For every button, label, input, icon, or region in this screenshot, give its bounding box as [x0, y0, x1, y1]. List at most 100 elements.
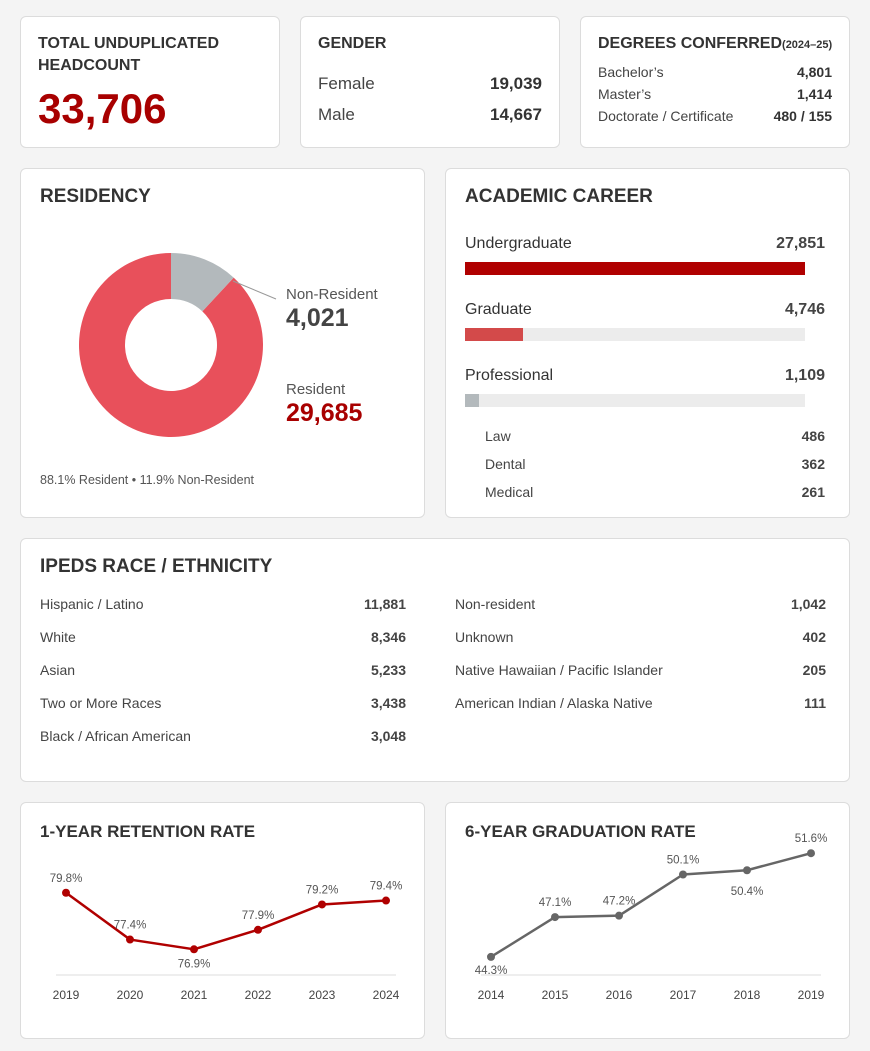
- race-row-value: 205: [802, 662, 826, 678]
- career-dental-value: 362: [801, 456, 825, 472]
- retention-line-chart: 79.8% 2019 77.4% 2020 76.9% 2021 77.9% 2022 79.2…: [50, 873, 403, 1002]
- data-label: 44.3%: [475, 965, 508, 977]
- degrees-masters-label: Master’s: [598, 86, 652, 102]
- data-label: 76.9%: [178, 958, 211, 970]
- degrees-title-text: DEGREES CONFERRED: [598, 35, 783, 52]
- race-row-label: Unknown: [455, 629, 514, 645]
- race-row-label: Hispanic / Latino: [40, 596, 144, 612]
- gender-card: GENDER Female 19,039 Male 14,667: [300, 16, 560, 148]
- x-tick-label: 2018: [734, 988, 761, 1002]
- race-row: Two or More Races 3,438: [40, 695, 406, 728]
- race-row-label: American Indian / Alaska Native: [455, 695, 653, 711]
- data-label: 47.2%: [603, 896, 636, 908]
- career-card: ACADEMIC CAREER Undergraduate 27,851 Gra…: [445, 168, 850, 518]
- race-row-value: 111: [804, 695, 826, 711]
- career-law-label: Law: [485, 428, 511, 444]
- data-point: [615, 911, 623, 920]
- donut-slice-resident: [79, 253, 263, 437]
- residency-footnote: 88.1% Resident • 11.9% Non-Resident: [40, 473, 254, 487]
- race-title: IPEDS RACE / ETHNICITY: [40, 556, 273, 577]
- race-row: Non-resident 1,042: [455, 596, 826, 629]
- data-point: [190, 945, 198, 954]
- data-label: 51.6%: [795, 833, 828, 845]
- race-row: White 8,346: [40, 629, 406, 662]
- career-professional-track: [465, 394, 805, 407]
- degrees-doctorate-label: Doctorate / Certificate: [598, 108, 734, 124]
- race-left-column: Hispanic / Latino 11,881 White 8,346 Asian 5,…: [40, 596, 406, 761]
- data-point: [254, 925, 262, 934]
- race-row: Native Hawaiian / Pacific Islander 205: [455, 662, 826, 695]
- degrees-bachelors-label: Bachelor’s: [598, 64, 664, 80]
- race-right-column: Non-resident 1,042 Unknown 402 Native Hawaii…: [455, 596, 826, 728]
- data-label: 79.4%: [370, 881, 403, 893]
- career-graduate-bar: [465, 328, 523, 341]
- donut-slice-nonresident: [171, 253, 234, 312]
- nonresident-value: 4,021: [286, 304, 349, 332]
- x-tick-label: 2024: [373, 988, 400, 1002]
- career-dental-label: Dental: [485, 456, 526, 472]
- data-point: [679, 870, 687, 879]
- career-professional-value: 1,109: [784, 367, 825, 384]
- career-undergrad-track: [465, 262, 805, 275]
- data-point: [126, 935, 134, 944]
- x-tick-label: 2019: [53, 988, 80, 1002]
- career-graduate-track: [465, 328, 805, 341]
- race-row-value: 5,233: [370, 662, 406, 678]
- headcount-card: TOTAL UNDUPLICATED HEADCOUNT 33,706: [20, 16, 280, 148]
- series-line: [490, 851, 812, 958]
- data-label: 79.2%: [306, 884, 339, 896]
- career-professional-bar: [465, 394, 479, 407]
- career-medical-value: 261: [801, 484, 825, 500]
- career-undergrad-bar: [465, 262, 805, 275]
- race-row: Unknown 402: [455, 629, 826, 662]
- gender-male-label: Male: [318, 105, 355, 124]
- data-label: 77.9%: [242, 910, 275, 922]
- race-row-label: Non-resident: [455, 596, 536, 612]
- race-row-label: Black / African American: [40, 728, 191, 744]
- data-label: 47.1%: [539, 897, 572, 909]
- race-row-label: Asian: [40, 662, 76, 678]
- gender-female-value: 19,039: [490, 74, 542, 93]
- race-row-value: 8,346: [370, 629, 406, 645]
- resident-label: Resident: [286, 381, 346, 398]
- data-label: 77.4%: [114, 920, 147, 932]
- gender-female-label: Female: [318, 74, 375, 93]
- race-row-value: 1,042: [790, 596, 826, 612]
- career-undergrad-value: 27,851: [776, 235, 825, 252]
- nonresident-leader-line: [232, 280, 277, 300]
- degrees-card: DEGREES CONFERRED(2024–25) Bachelor’s 4,…: [580, 16, 850, 148]
- race-row-value: 402: [802, 629, 826, 645]
- career-title: ACADEMIC CAREER: [465, 186, 653, 207]
- series-line: [65, 891, 387, 951]
- headcount-value: 33,706: [38, 85, 167, 132]
- data-point: [743, 866, 751, 875]
- retention-title: 1-YEAR RETENTION RATE: [40, 822, 256, 841]
- nonresident-label: Non-Resident: [286, 286, 378, 303]
- headcount-title-line2: HEADCOUNT: [38, 57, 141, 74]
- data-point: [807, 849, 815, 858]
- race-card: IPEDS RACE / ETHNICITY Hispanic / Latino…: [20, 538, 850, 782]
- x-tick-label: 2022: [245, 988, 272, 1002]
- resident-value: 29,685: [286, 399, 363, 427]
- x-tick-label: 2017: [670, 988, 697, 1002]
- data-point: [382, 896, 390, 905]
- residency-title: RESIDENCY: [40, 186, 151, 207]
- career-professional-label: Professional: [465, 367, 554, 384]
- race-row: Asian 5,233: [40, 662, 406, 695]
- residency-card: RESIDENCY Non-Resident 4,021 Resident 29…: [20, 168, 425, 518]
- degrees-bachelors-value: 4,801: [796, 64, 832, 80]
- data-point: [487, 952, 495, 961]
- race-row-label: Two or More Races: [40, 695, 162, 711]
- retention-card: 1-YEAR RETENTION RATE 79.8% 2019 77.4% 2020…: [20, 802, 425, 1039]
- degrees-title: DEGREES CONFERRED(2024–25): [598, 35, 832, 53]
- data-point: [62, 888, 70, 897]
- data-point: [551, 913, 559, 922]
- residency-donut-chart: [79, 253, 277, 437]
- data-point: [318, 900, 326, 909]
- career-medical-label: Medical: [485, 484, 534, 500]
- x-tick-label: 2015: [542, 988, 569, 1002]
- data-label: 50.1%: [667, 855, 700, 867]
- gender-male-value: 14,667: [490, 105, 542, 124]
- degrees-masters-value: 1,414: [796, 86, 832, 102]
- x-tick-label: 2023: [309, 988, 336, 1002]
